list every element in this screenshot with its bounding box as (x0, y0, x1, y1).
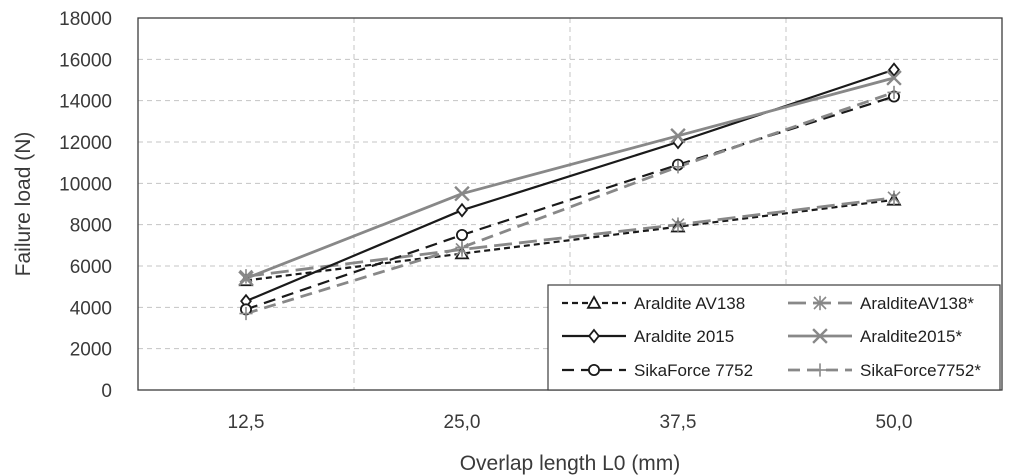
x-tick-label: 50,0 (876, 412, 913, 433)
legend-label: SikaForce7752* (860, 361, 981, 380)
legend-box (547, 284, 1001, 391)
series-line (245, 91, 895, 315)
y-tick-label: 0 (101, 381, 112, 402)
legend-swatch-marker (813, 295, 827, 311)
data-point (455, 240, 469, 254)
y-axis-title: Failure load (N) (12, 132, 35, 277)
data-point (239, 269, 253, 284)
legend-label: Araldite 2015 (634, 327, 734, 346)
data-point (671, 217, 685, 232)
x-tick-label: 12,5 (228, 412, 265, 433)
series-line (245, 95, 895, 311)
data-point (670, 128, 686, 144)
legend-label: SikaForce 7752 (634, 361, 753, 380)
data-point (454, 185, 470, 202)
y-tick-label: 2000 (70, 340, 112, 361)
x-axis-ticks: 12,5 25,0 37,5 50,0 (228, 412, 913, 433)
legend-items: Araldite AV138 AralditeAV138* Araldite 201… (562, 294, 981, 380)
data-point (455, 228, 468, 241)
legend: Araldite AV138 AralditeAV138* Araldite 201… (547, 284, 1001, 391)
x-axis-title: Overlap length L0 (mm) (460, 452, 681, 475)
legend-label: Araldite2015* (860, 327, 962, 346)
series-lines (245, 68, 895, 315)
y-tick-label: 10000 (59, 174, 112, 195)
legend-swatch-marker (812, 328, 828, 344)
legend-swatch-marker (586, 295, 602, 309)
legend-label: AralditeAV138* (860, 294, 974, 313)
data-point (887, 85, 901, 99)
legend-swatch-marker (588, 328, 600, 344)
series-line (245, 196, 895, 278)
series-line (245, 76, 895, 280)
legend-label: Araldite AV138 (634, 294, 745, 313)
data-point (456, 202, 468, 218)
data-point (887, 190, 901, 205)
y-axis-ticks: 0 2000 4000 6000 8000 10000 12000 14000 16000 180… (59, 9, 112, 402)
y-tick-label: 4000 (70, 298, 112, 319)
data-point (671, 160, 685, 174)
data-point (888, 62, 900, 78)
data-point (239, 306, 253, 321)
data-point (886, 70, 902, 86)
y-tick-label: 6000 (70, 257, 112, 278)
y-tick-label: 12000 (59, 133, 112, 154)
y-tick-label: 8000 (70, 216, 112, 237)
x-tick-label: 25,0 (444, 412, 481, 433)
y-tick-label: 14000 (59, 92, 112, 113)
legend-swatch-marker (813, 363, 827, 377)
legend-swatch-marker (588, 363, 601, 376)
series-line (245, 198, 895, 282)
y-tick-label: 18000 (59, 9, 112, 30)
x-tick-label: 37,5 (660, 412, 697, 433)
series-markers (238, 62, 902, 321)
data-point (238, 270, 254, 287)
y-tick-label: 16000 (59, 50, 112, 71)
